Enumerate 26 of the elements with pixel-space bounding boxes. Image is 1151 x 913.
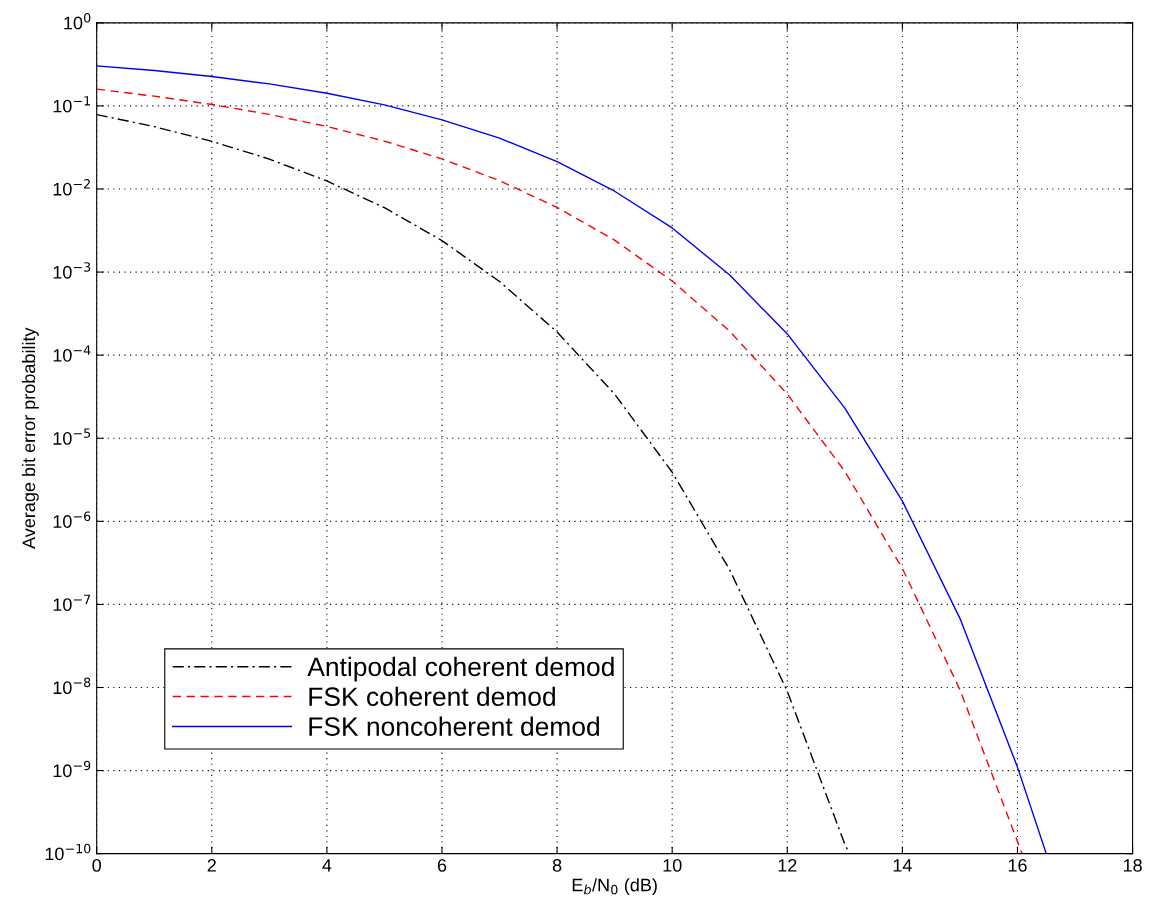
x-tick-label: 4 xyxy=(322,859,332,872)
x-tick-label: 18 xyxy=(1123,858,1142,872)
y-tick-label: 10$^{−5}$ xyxy=(53,428,91,445)
y-tick-label: 10$^{−8}$ xyxy=(53,677,91,695)
x-tick-label: 10 xyxy=(663,858,682,872)
x-tick-label: 0 xyxy=(92,858,101,872)
legend-label: Antipodal coherent demod xyxy=(307,656,614,682)
legend-label: FSK coherent demod xyxy=(309,686,555,707)
x-tick-label: 12 xyxy=(778,858,797,872)
x-tick-label: 6 xyxy=(437,858,447,872)
y-tick-label: 10$^{−10}$ xyxy=(45,843,91,861)
x-tick-label: 2 xyxy=(207,858,216,872)
y-axis-title: Average bit error probability xyxy=(21,327,39,549)
y-tick-label: 10$^{−3}$ xyxy=(53,262,91,279)
x-tick-label: 16 xyxy=(1008,858,1027,872)
y-tick-label: 10$^{−4}$ xyxy=(53,345,91,362)
y-tick-label: 10$^{−6}$ xyxy=(53,511,91,528)
y-tick-label: 10$^{−9}$ xyxy=(53,760,91,778)
y-tick-label: 10$^{−7}$ xyxy=(53,594,91,611)
legend-label: FSK noncoherent demod xyxy=(309,716,599,736)
x-axis-title: E$_{b}$/N$_{0}$ (dB) xyxy=(572,878,657,895)
y-tick-label: 10$^{0}$ xyxy=(64,12,91,30)
y-tick-label: 10$^{−1}$ xyxy=(53,96,90,113)
y-tick-label: 10$^{−2}$ xyxy=(53,179,90,196)
x-tick-label: 14 xyxy=(893,859,912,872)
x-tick-label: 8 xyxy=(552,858,562,872)
